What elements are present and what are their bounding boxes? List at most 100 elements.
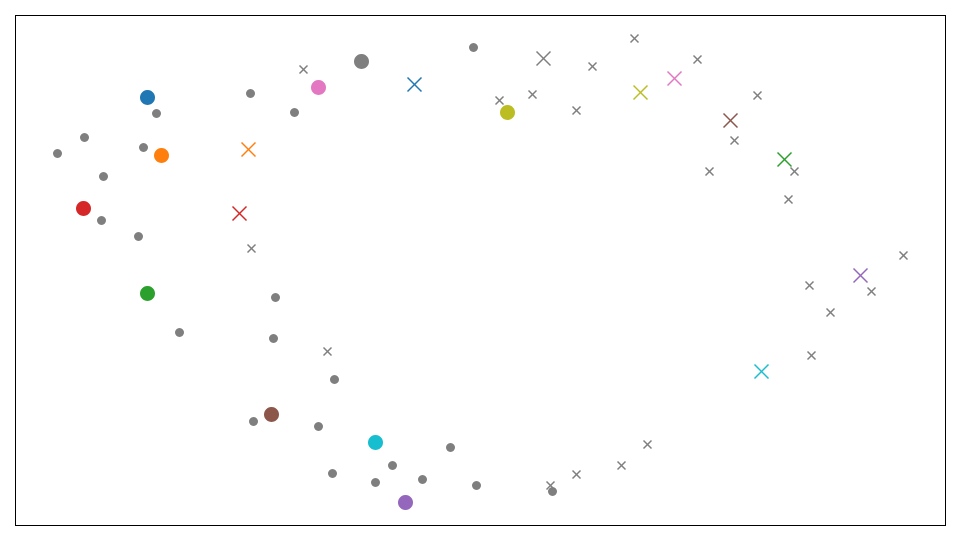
- x-stroke: [231, 205, 248, 222]
- x-stroke: [527, 89, 538, 100]
- point: [290, 108, 299, 117]
- point: [80, 133, 89, 142]
- x-point: [629, 33, 640, 44]
- x-point: [494, 95, 505, 106]
- point: [398, 495, 413, 510]
- point: [446, 443, 455, 452]
- x-stroke: [571, 105, 582, 116]
- x-point: [406, 76, 423, 93]
- point: [418, 475, 427, 484]
- point: [311, 80, 326, 95]
- x-stroke: [752, 90, 763, 101]
- x-stroke: [629, 33, 640, 44]
- x-stroke: [789, 166, 800, 177]
- x-stroke: [866, 286, 877, 297]
- x-stroke: [804, 280, 815, 291]
- x-stroke: [642, 439, 653, 450]
- x-point: [783, 194, 794, 205]
- x-stroke: [729, 135, 740, 146]
- x-stroke: [494, 95, 505, 106]
- x-stroke: [666, 70, 683, 87]
- x-stroke: [722, 112, 739, 129]
- x-point: [898, 250, 909, 261]
- point: [314, 422, 323, 431]
- x-point: [246, 243, 257, 254]
- x-stroke: [898, 250, 909, 261]
- x-stroke: [587, 61, 598, 72]
- x-point: [722, 112, 739, 129]
- x-stroke: [632, 84, 649, 101]
- x-point: [616, 460, 627, 471]
- x-point: [571, 469, 582, 480]
- point: [134, 232, 143, 241]
- point: [368, 435, 383, 450]
- point: [140, 90, 155, 105]
- x-stroke: [298, 64, 309, 75]
- x-stroke: [806, 350, 817, 361]
- x-point: [587, 61, 598, 72]
- point: [500, 105, 515, 120]
- point: [152, 109, 161, 118]
- x-point: [240, 141, 257, 158]
- x-point: [322, 346, 333, 357]
- point: [246, 89, 255, 98]
- x-stroke: [692, 54, 703, 65]
- x-point: [632, 84, 649, 101]
- x-stroke: [535, 50, 552, 67]
- x-point: [704, 166, 715, 177]
- point: [269, 334, 278, 343]
- x-stroke: [753, 363, 770, 380]
- plot-frame: [15, 15, 946, 526]
- x-stroke: [776, 151, 793, 168]
- x-stroke: [240, 141, 257, 158]
- point: [97, 216, 106, 225]
- point: [264, 407, 279, 422]
- point: [469, 43, 478, 52]
- x-point: [571, 105, 582, 116]
- point: [328, 469, 337, 478]
- point: [354, 54, 369, 69]
- x-stroke: [322, 346, 333, 357]
- x-point: [804, 280, 815, 291]
- x-point: [866, 286, 877, 297]
- point: [371, 478, 380, 487]
- x-point: [535, 50, 552, 67]
- x-point: [545, 480, 556, 491]
- x-point: [692, 54, 703, 65]
- x-point: [231, 205, 248, 222]
- x-stroke: [406, 76, 423, 93]
- point: [99, 172, 108, 181]
- x-stroke: [571, 469, 582, 480]
- point: [330, 375, 339, 384]
- x-point: [752, 90, 763, 101]
- point: [76, 201, 91, 216]
- point: [53, 149, 62, 158]
- point: [140, 286, 155, 301]
- point: [154, 148, 169, 163]
- point: [139, 143, 148, 152]
- x-point: [825, 307, 836, 318]
- x-point: [642, 439, 653, 450]
- x-point: [852, 267, 869, 284]
- x-stroke: [783, 194, 794, 205]
- x-stroke: [852, 267, 869, 284]
- x-stroke: [704, 166, 715, 177]
- x-point: [789, 166, 800, 177]
- point: [388, 461, 397, 470]
- x-stroke: [616, 460, 627, 471]
- x-stroke: [825, 307, 836, 318]
- x-point: [753, 363, 770, 380]
- point: [472, 481, 481, 490]
- x-stroke: [246, 243, 257, 254]
- x-stroke: [545, 480, 556, 491]
- point: [271, 293, 280, 302]
- point: [175, 328, 184, 337]
- x-point: [666, 70, 683, 87]
- x-point: [729, 135, 740, 146]
- point: [249, 417, 258, 426]
- x-point: [806, 350, 817, 361]
- x-point: [776, 151, 793, 168]
- x-point: [527, 89, 538, 100]
